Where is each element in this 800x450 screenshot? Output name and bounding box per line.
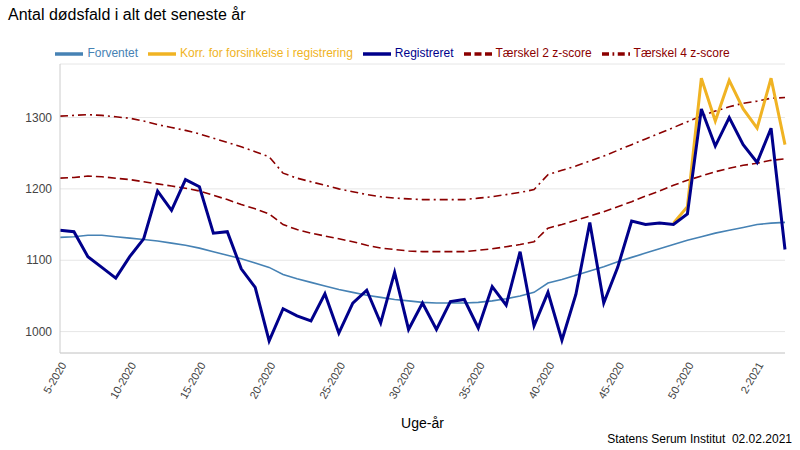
svg-text:20-2020: 20-2020	[247, 360, 278, 401]
html-text:Forventet: Forventet	[87, 46, 139, 61]
svg-text:50-2020: 50-2020	[665, 360, 696, 401]
svg-text:25-2020: 25-2020	[317, 360, 348, 401]
html-text:Statens Serum Institut 02.02.2: Statens Serum Institut 02.02.2021	[607, 432, 792, 446]
html-text:Tærskel 2 z-score: Tærskel 2 z-score	[495, 46, 592, 61]
html-text:Tærskel 4 z-score: Tærskel 4 z-score	[633, 46, 730, 61]
html-text:Korr. for forsinkelse i regist: Korr. for forsinkelse i registrering	[180, 46, 353, 61]
svg-text:35-2020: 35-2020	[456, 360, 487, 401]
svg-text:1100: 1100	[26, 253, 52, 267]
html-text:Antal dødsfald i alt det senes: Antal dødsfald i alt det seneste år	[8, 6, 246, 23]
svg-text:2-2021: 2-2021	[738, 360, 766, 396]
svg-text:15-2020: 15-2020	[177, 360, 208, 401]
svg-text:1300: 1300	[25, 111, 52, 125]
svg-text:1200: 1200	[25, 182, 52, 196]
svg-text:5-2020: 5-2020	[41, 360, 69, 396]
svg-text:40-2020: 40-2020	[526, 360, 557, 401]
svg-text:10-2020: 10-2020	[108, 360, 139, 401]
html-text:Registreret: Registreret	[394, 46, 454, 61]
svg-text:45-2020: 45-2020	[596, 360, 627, 401]
svg-text:1000: 1000	[25, 325, 52, 339]
svg-text:Uge-år: Uge-år	[401, 415, 444, 431]
svg-text:30-2020: 30-2020	[386, 360, 417, 401]
